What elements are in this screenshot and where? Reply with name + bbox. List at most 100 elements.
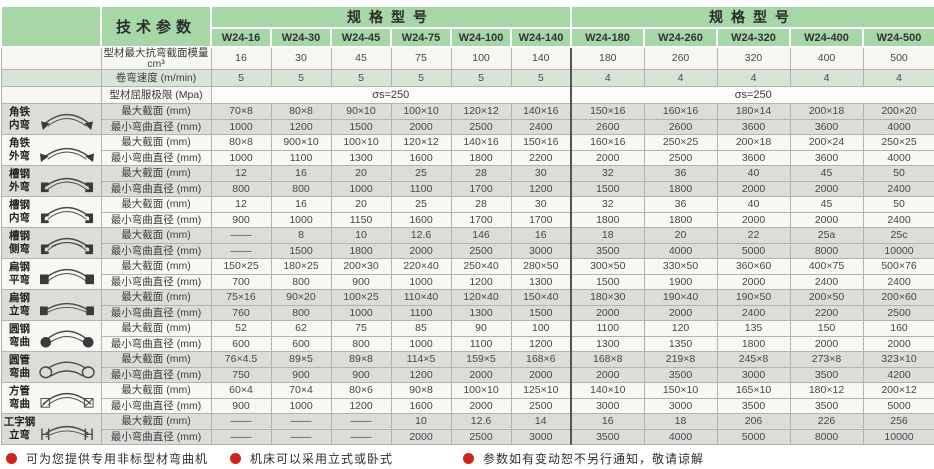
- profile-row-min: 最小弯曲直径 (mm) 600 600 800 1000 1100 1200 1300 1350…: [1, 335, 934, 352]
- min-diameter-label: 最小弯曲直径 (mm): [100, 428, 212, 445]
- min-diameter-value: 5000: [716, 428, 791, 445]
- max-section-value: 12: [210, 196, 272, 213]
- min-diameter-value: 2500: [450, 242, 512, 259]
- min-diameter-value: 2500: [510, 397, 572, 414]
- profile-label: 圆钢 弯曲: [2, 321, 101, 351]
- max-section-value: 8: [270, 227, 332, 244]
- profile-label: 角铁 外弯: [2, 135, 101, 165]
- max-section-value: 323×10: [862, 351, 934, 368]
- blank-cell: [0, 86, 102, 104]
- max-section-label: 最大截面 (mm): [100, 196, 212, 213]
- min-diameter-value: 8000: [789, 242, 864, 259]
- column-header-w24-400: W24-400: [789, 27, 864, 48]
- max-section-value: 226: [789, 413, 864, 430]
- max-section-value: 180×12: [789, 382, 864, 399]
- min-diameter-value: 1600: [390, 149, 452, 166]
- max-section-label: 最大截面 (mm): [100, 165, 212, 182]
- min-diameter-label: 最小弯曲直径 (mm): [100, 397, 212, 414]
- min-diameter-value: ——: [210, 428, 272, 445]
- max-section-value: 110×40: [390, 289, 452, 306]
- max-section-value: ——: [210, 227, 272, 244]
- modulus-value: 30: [270, 46, 332, 70]
- flat-steel-vertical-icon: [39, 302, 94, 315]
- profile-row-min: 最小弯曲直径 (mm) 750 900 900 1200 2000 2000 2000 3500…: [1, 366, 934, 383]
- profile-name: 槽钢 内弯: [9, 198, 30, 224]
- max-section-value: 250×25: [643, 134, 718, 151]
- max-section-value: 400×75: [789, 258, 864, 275]
- max-section-value: 16: [270, 196, 332, 213]
- min-diameter-value: 1100: [450, 335, 512, 352]
- footer-note-text: 参数如有变动恕不另行通知，敬请谅解: [483, 451, 705, 466]
- max-section-value: 245×8: [716, 351, 791, 368]
- max-section-value: 219×8: [643, 351, 718, 368]
- max-section-value: 200×20: [862, 103, 934, 120]
- max-section-value: 36: [643, 196, 718, 213]
- angle-outer-icon: [39, 147, 94, 162]
- modulus-value: 100: [450, 46, 512, 70]
- max-section-label: 最大截面 (mm): [100, 103, 212, 120]
- max-section-value: 200×18: [789, 103, 864, 120]
- max-section-value: 25a: [789, 227, 864, 244]
- max-section-value: 150×16: [510, 134, 572, 151]
- tech-params-header: 技术参数: [100, 5, 212, 48]
- yield-value-left: σs=250: [210, 86, 572, 104]
- min-diameter-value: 2400: [862, 211, 934, 228]
- column-header-w24-320: W24-320: [716, 27, 791, 48]
- max-section-value: 159×5: [450, 351, 512, 368]
- profile-cell: 角铁 外弯: [0, 134, 102, 166]
- min-diameter-value: 2500: [450, 428, 512, 445]
- min-diameter-value: 3500: [716, 397, 791, 414]
- min-diameter-value: 3500: [643, 366, 718, 383]
- channel-outer-icon: [40, 177, 93, 192]
- max-section-value: 45: [789, 165, 864, 182]
- blank-cell: [0, 46, 102, 70]
- min-diameter-value: 1600: [390, 211, 452, 228]
- max-section-value: ——: [270, 413, 332, 430]
- max-section-value: 150: [789, 320, 864, 337]
- profile-name: 角铁 外弯: [9, 136, 30, 162]
- profile-cell: 槽钢 外弯: [0, 165, 102, 197]
- max-section-value: 75: [330, 320, 392, 337]
- min-diameter-value: 900: [210, 211, 272, 228]
- min-diameter-value: 3000: [643, 397, 718, 414]
- min-diameter-value: 1800: [643, 211, 718, 228]
- min-diameter-value: 900: [330, 273, 392, 290]
- profile-name: 扁钢 立弯: [9, 291, 30, 317]
- profile-row-max: 扁钢 平弯 最大截面 (mm) 150×25 180×25 200×30 220×40 250…: [0, 258, 934, 290]
- min-diameter-label: 最小弯曲直径 (mm): [100, 180, 212, 197]
- profile-row-max: 角铁 外弯 最大截面 (mm) 80×8 900×10 100×10 120×12 140×1…: [0, 134, 934, 166]
- profile-label: 工字钢 立弯: [2, 414, 101, 444]
- profile-row-min: 最小弯曲直径 (mm) —— —— —— 2000 2500 3000 3500 4000 500…: [1, 428, 934, 445]
- min-diameter-value: 1100: [270, 149, 332, 166]
- min-diameter-value: 700: [210, 273, 272, 290]
- min-diameter-value: 1600: [390, 397, 452, 414]
- footer-note: 参数如有变动恕不另行通知，敬请谅解: [463, 450, 704, 467]
- profile-cell: 圆管 弯曲: [0, 351, 102, 383]
- max-section-value: 70×8: [210, 103, 272, 120]
- profile-label: 扁钢 立弯: [2, 290, 101, 320]
- max-section-value: 273×8: [789, 351, 864, 368]
- square-tube-icon: [39, 392, 94, 408]
- max-section-value: 900×10: [270, 134, 332, 151]
- min-diameter-value: 2400: [510, 118, 572, 135]
- max-section-value: 89×5: [270, 351, 332, 368]
- min-diameter-value: 1500: [330, 118, 392, 135]
- max-section-label: 最大截面 (mm): [100, 382, 212, 399]
- profile-name: 方管 弯曲: [9, 384, 30, 410]
- min-diameter-value: ——: [270, 428, 332, 445]
- max-section-label: 最大截面 (mm): [100, 289, 212, 306]
- spec-table: 技术参数 规格型号 规格型号 W24-16 W24-30 W24-45 W24-75 W…: [0, 5, 934, 445]
- column-header-w24-30: W24-30: [270, 27, 332, 48]
- max-section-value: 12.6: [450, 413, 512, 430]
- max-section-value: 200×60: [862, 289, 934, 306]
- bend-speed-row: 卷弯速度 (m/min) 5 5 5 5 5 5 4 4 4 4 4: [0, 69, 934, 87]
- min-diameter-value: 1500: [510, 304, 572, 321]
- min-diameter-value: 1700: [450, 211, 512, 228]
- max-section-value: 40: [716, 165, 791, 182]
- max-section-value: 200×30: [330, 258, 392, 275]
- min-diameter-value: 2000: [570, 149, 645, 166]
- max-section-value: 25c: [862, 227, 934, 244]
- max-section-value: 50: [862, 196, 934, 213]
- min-diameter-value: 2400: [862, 180, 934, 197]
- min-diameter-value: 2600: [570, 118, 645, 135]
